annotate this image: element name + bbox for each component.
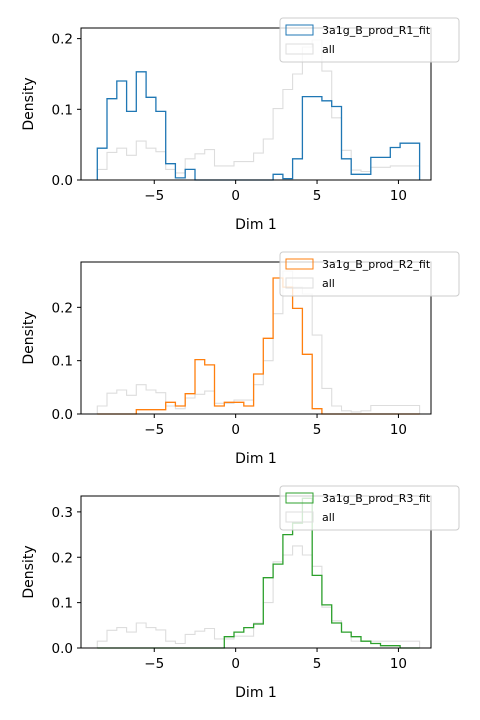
y-tick-label: 0.2	[52, 300, 73, 316]
histogram-series-all	[96, 545, 421, 648]
x-axis-label: Dim 1	[235, 685, 277, 701]
axes-frame	[80, 27, 432, 181]
chart-panel-3: −5 0 5 10 0.0 0.1 0.2 0.3 Dim 1 Density 3a1g_B_pro…	[21, 485, 460, 701]
x-tick-label: 5	[313, 188, 322, 204]
y-tick-label: 0.1	[52, 354, 73, 370]
y-axis-label: Density	[21, 77, 37, 130]
x-tick-label: 0	[231, 656, 240, 672]
x-tick-label: 10	[390, 188, 407, 204]
histogram-series-fit	[96, 71, 421, 181]
chart-panel-2: −5 0 5 10 0.0 0.1 0.2 Dim 1 Density 3a1g_B_prod_R…	[21, 251, 460, 467]
y-tick-label: 0.0	[52, 407, 73, 423]
y-axis-label: Density	[21, 311, 37, 364]
histogram-series-fit	[97, 277, 420, 415]
y-tick-label: 0.0	[52, 641, 73, 657]
y-tick-label: 0.2	[52, 550, 73, 566]
histogram-series-all	[96, 39, 421, 180]
legend-label: 3a1g_B_prod_R3_fit	[322, 492, 431, 505]
y-tick-label: 0.2	[52, 32, 73, 48]
legend-swatch	[285, 258, 314, 270]
x-axis-label: Dim 1	[235, 217, 277, 233]
y-tick-label: 0.1	[52, 596, 73, 612]
x-tick-label: 0	[231, 422, 240, 438]
chart-panel-1: −5 0 5 10 0.0 0.1 0.2 Dim 1 Density 3a1g_B_prod_R…	[21, 17, 460, 233]
legend-label: all	[322, 277, 335, 290]
legend-swatch	[285, 492, 314, 504]
legend-swatch	[285, 24, 314, 36]
x-tick-label: 10	[390, 656, 407, 672]
legend-label: 3a1g_B_prod_R2_fit	[322, 258, 431, 271]
axes-frame	[80, 261, 432, 415]
legend-box	[279, 17, 460, 63]
legend-box	[279, 485, 460, 531]
x-tick-label: −5	[144, 422, 164, 438]
y-axis-label: Density	[21, 545, 37, 598]
legend-label: all	[322, 43, 335, 56]
y-tick-label: 0.0	[52, 173, 73, 189]
x-tick-label: −5	[144, 188, 164, 204]
x-axis-label: Dim 1	[235, 451, 277, 467]
legend-label: 3a1g_B_prod_R1_fit	[322, 24, 431, 37]
x-tick-label: 0	[231, 188, 240, 204]
legend-swatch	[285, 277, 314, 289]
x-tick-label: −5	[144, 656, 164, 672]
legend-label: all	[322, 511, 335, 524]
legend-swatch	[285, 43, 314, 55]
y-tick-label: 0.1	[52, 102, 73, 118]
legend-swatch	[285, 511, 314, 523]
x-tick-label: 5	[313, 422, 322, 438]
legend-box	[279, 251, 460, 297]
y-tick-label: 0.3	[52, 505, 73, 521]
axes-frame	[80, 495, 432, 649]
x-tick-label: 10	[390, 422, 407, 438]
x-tick-label: 5	[313, 656, 322, 672]
